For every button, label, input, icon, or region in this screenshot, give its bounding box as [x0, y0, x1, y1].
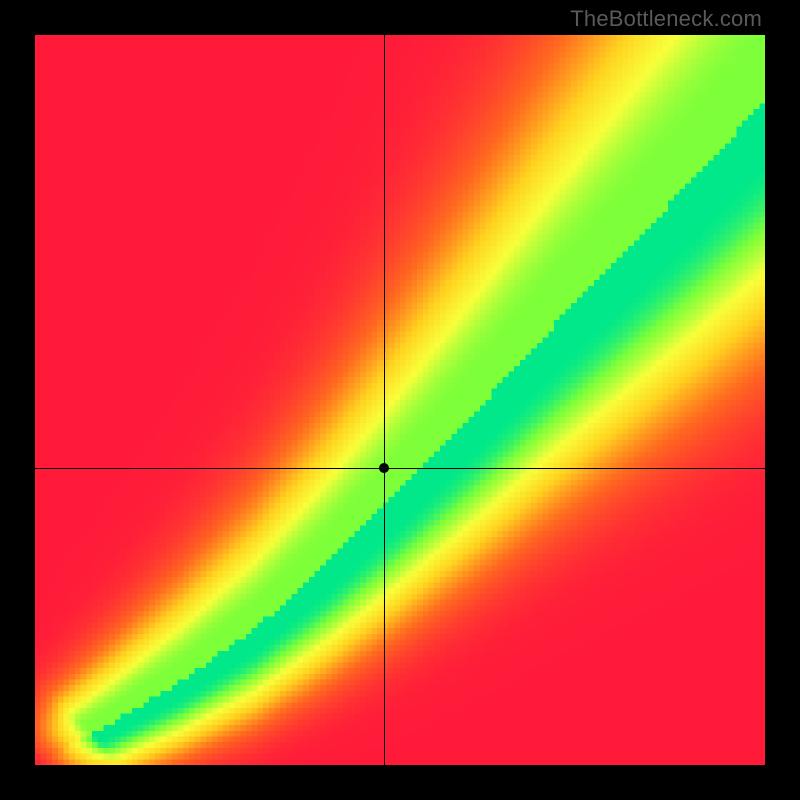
- crosshair-vertical: [384, 35, 385, 765]
- heatmap-canvas: [35, 35, 765, 765]
- chart-container: TheBottleneck.com: [0, 0, 800, 800]
- attribution-text: TheBottleneck.com: [570, 6, 762, 32]
- marker-dot: [379, 463, 389, 473]
- crosshair-horizontal: [35, 468, 765, 469]
